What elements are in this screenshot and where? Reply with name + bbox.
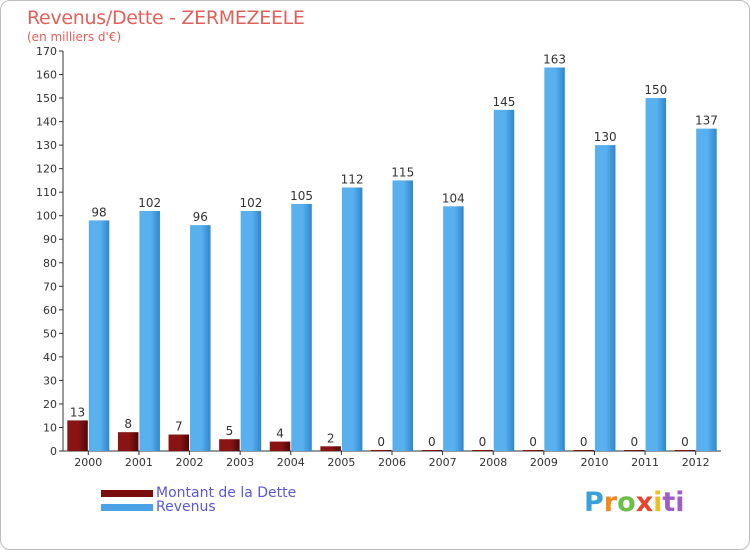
data-label-revenus: 137 xyxy=(695,114,718,128)
data-label-dette: 5 xyxy=(226,424,234,438)
y-tick-label: 40 xyxy=(43,351,57,364)
x-tick-label: 2011 xyxy=(631,456,659,469)
bar-revenus xyxy=(190,225,211,451)
x-tick-label: 2003 xyxy=(226,456,254,469)
bar-dette xyxy=(573,450,594,451)
data-label-dette: 4 xyxy=(276,427,284,441)
bar-dette xyxy=(219,439,240,451)
legend-label-revenus: Revenus xyxy=(156,499,216,515)
data-label-dette: 0 xyxy=(479,435,487,449)
data-label-dette: 0 xyxy=(428,435,436,449)
bar-dette xyxy=(320,446,341,451)
bar-dette xyxy=(674,450,696,451)
y-tick-label: 170 xyxy=(36,45,57,58)
y-tick-label: 150 xyxy=(36,92,57,105)
bar-dette xyxy=(472,450,493,451)
data-label-dette: 0 xyxy=(681,435,689,449)
data-label-dette: 0 xyxy=(580,435,588,449)
y-tick-label: 0 xyxy=(50,445,57,458)
data-label-revenus: 98 xyxy=(91,205,106,219)
y-tick-label: 110 xyxy=(36,186,57,199)
data-label-revenus: 150 xyxy=(644,83,667,97)
y-tick-label: 10 xyxy=(43,421,57,434)
y-tick-label: 50 xyxy=(43,327,57,340)
y-tick-label: 140 xyxy=(36,116,57,129)
x-tick-label: 2012 xyxy=(682,456,710,469)
proxiti-logo: Proxiti xyxy=(584,487,685,518)
data-label-dette: 7 xyxy=(175,420,183,434)
data-label-revenus: 163 xyxy=(543,52,566,66)
bar-dette xyxy=(67,420,88,451)
bar-revenus xyxy=(88,220,110,451)
data-label-dette: 0 xyxy=(631,435,639,449)
bar-revenus xyxy=(341,187,363,451)
y-tick-label: 120 xyxy=(36,163,57,176)
x-tick-label: 2005 xyxy=(327,456,355,469)
chart-title: Revenus/Dette - ZERMEZEELE xyxy=(27,7,305,29)
y-tick-label: 160 xyxy=(36,69,57,82)
y-tick-label: 20 xyxy=(43,398,57,411)
data-label-revenus: 130 xyxy=(594,130,617,144)
bar-dette xyxy=(168,434,190,451)
data-label-dette: 13 xyxy=(70,405,85,419)
bar-revenus xyxy=(240,211,262,451)
data-label-dette: 2 xyxy=(327,431,335,445)
x-tick-label: 2000 xyxy=(74,456,102,469)
y-tick-label: 130 xyxy=(36,139,57,152)
bar-dette xyxy=(371,450,392,451)
legend-swatch-revenus xyxy=(101,504,153,511)
bar-revenus xyxy=(139,211,160,451)
chart-subtitle: (en milliers d'€) xyxy=(27,30,122,44)
x-tick-label: 2002 xyxy=(176,456,204,469)
bar-revenus xyxy=(493,109,515,451)
bar-dette xyxy=(421,450,443,451)
x-tick-label: 2006 xyxy=(378,456,406,469)
y-tick-label: 80 xyxy=(43,257,57,270)
x-tick-label: 2004 xyxy=(277,456,305,469)
bar-dette xyxy=(522,450,544,451)
x-tick-label: 2009 xyxy=(530,456,558,469)
data-label-revenus: 102 xyxy=(239,196,262,210)
bar-revenus xyxy=(594,145,616,451)
data-label-revenus: 112 xyxy=(341,172,364,186)
bar-revenus xyxy=(544,67,565,452)
data-label-dette: 8 xyxy=(124,417,132,431)
y-tick-label: 100 xyxy=(36,210,57,223)
y-tick-label: 30 xyxy=(43,374,57,387)
legend-swatch-dette xyxy=(101,490,153,497)
bar-revenus xyxy=(645,98,667,451)
data-label-dette: 0 xyxy=(377,435,385,449)
x-tick-label: 2008 xyxy=(479,456,507,469)
bar-revenus xyxy=(696,128,717,451)
y-tick-label: 90 xyxy=(43,233,57,246)
data-label-revenus: 96 xyxy=(193,210,208,224)
data-label-dette: 0 xyxy=(529,435,537,449)
data-label-revenus: 115 xyxy=(391,165,414,179)
bar-revenus xyxy=(392,180,413,452)
y-tick-label: 70 xyxy=(43,280,57,293)
data-label-revenus: 102 xyxy=(138,196,161,210)
bar-revenus xyxy=(443,206,464,451)
bar-dette xyxy=(624,450,645,451)
y-tick-label: 60 xyxy=(43,304,57,317)
data-label-revenus: 104 xyxy=(442,191,465,205)
bar-revenus xyxy=(291,203,312,451)
bar-dette xyxy=(117,432,139,451)
legend-label-dette: Montant de la Dette xyxy=(156,485,297,501)
bar-dette xyxy=(269,441,291,451)
x-tick-label: 2010 xyxy=(580,456,608,469)
data-label-revenus: 145 xyxy=(493,95,516,109)
data-label-revenus: 105 xyxy=(290,189,313,203)
x-tick-label: 2001 xyxy=(125,456,153,469)
x-tick-label: 2007 xyxy=(429,456,457,469)
